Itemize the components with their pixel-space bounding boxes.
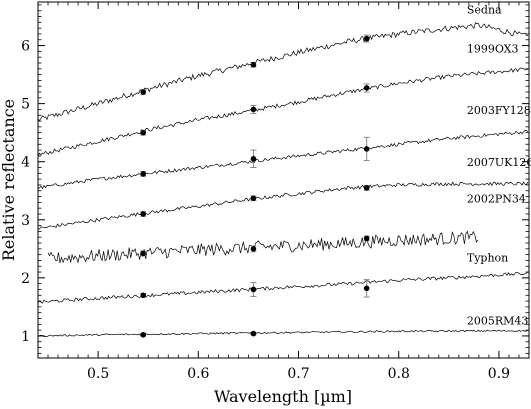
photometry-layer xyxy=(140,34,370,338)
y-tick-label-5: 6 xyxy=(21,39,30,55)
x-tick-label-1: 0.6 xyxy=(187,366,209,382)
photometry-point-2007uk126-0 xyxy=(140,211,147,217)
y-tick-label-3: 4 xyxy=(21,155,30,171)
spectrum-2005rm43 xyxy=(37,329,529,338)
x-tick-label-0: 0.5 xyxy=(87,366,109,382)
photometry-point-1999ox3-0 xyxy=(140,129,147,136)
photometry-point-2007uk126-1 xyxy=(250,195,257,202)
spectrum-1999ox3 xyxy=(37,67,529,157)
series-label-2002pn34: 2002PN34 xyxy=(467,192,526,205)
series-label-2003fy128: 2003FY128 xyxy=(467,104,531,117)
photometry-point-typhon-1 xyxy=(250,282,257,297)
ticks-layer: 0.5 0.6 0.7 0.8 0.9 1 2 3 4 5 6 xyxy=(21,2,529,382)
series-label-2005rm43: 2005RM43 xyxy=(467,314,529,327)
x-tick-label-2: 0.7 xyxy=(287,366,309,382)
spectrum-2007uk126 xyxy=(37,181,529,230)
photometry-point-2007uk126-2 xyxy=(363,185,370,191)
y-tick-label-4: 5 xyxy=(21,97,30,113)
photometry-point-1999ox3-2 xyxy=(363,83,370,93)
labels-layer: Sedna 1999OX3 2003FY128 2007UK126 2002PN34 Ty… xyxy=(467,4,531,328)
photometry-point-2005rm43-0 xyxy=(140,331,147,338)
x-axis-title: Wavelength [µm] xyxy=(214,387,352,406)
series-label-typhon: Typhon xyxy=(467,252,508,265)
plot-frame xyxy=(37,1,530,359)
y-tick-label-1: 2 xyxy=(21,271,30,287)
photometry-point-sedna-2 xyxy=(363,34,370,43)
y-tick-label-0: 1 xyxy=(21,329,30,345)
photometry-point-1999ox3-1 xyxy=(250,104,257,115)
photometry-point-typhon-2 xyxy=(363,279,370,298)
spectrum-sedna xyxy=(37,22,529,122)
photometry-point-sedna-0 xyxy=(140,89,147,95)
photometry-point-2005rm43-1 xyxy=(250,330,257,337)
photometry-point-sedna-1 xyxy=(250,61,257,68)
x-tick-label-3: 0.8 xyxy=(388,366,410,382)
series-label-1999ox3: 1999OX3 xyxy=(467,43,519,56)
photometry-point-2003fy128-0 xyxy=(140,171,147,177)
spectrum-2002pn34 xyxy=(47,230,479,264)
spectrum-typhon xyxy=(37,271,529,304)
photometry-point-2003fy128-2 xyxy=(363,136,370,162)
photometry-point-typhon-0 xyxy=(140,292,147,299)
photometry-point-2002pn34-0 xyxy=(140,250,147,257)
spectrum-2003fy128 xyxy=(37,130,529,190)
series-layer xyxy=(37,22,529,338)
y-axis-title: Relative reflectance xyxy=(0,99,18,261)
series-label-2007uk126: 2007UK126 xyxy=(467,156,531,169)
photometry-point-2003fy128-1 xyxy=(250,149,257,169)
y-tick-label-2: 3 xyxy=(21,213,30,229)
series-label-sedna: Sedna xyxy=(467,4,502,17)
x-tick-label-4: 0.9 xyxy=(488,366,510,382)
photometry-point-2002pn34-1 xyxy=(250,245,257,253)
photometry-point-2002pn34-2 xyxy=(363,235,370,242)
